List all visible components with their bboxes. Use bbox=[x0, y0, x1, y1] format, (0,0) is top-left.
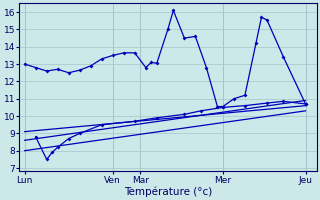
X-axis label: Température (°c): Température (°c) bbox=[124, 186, 212, 197]
